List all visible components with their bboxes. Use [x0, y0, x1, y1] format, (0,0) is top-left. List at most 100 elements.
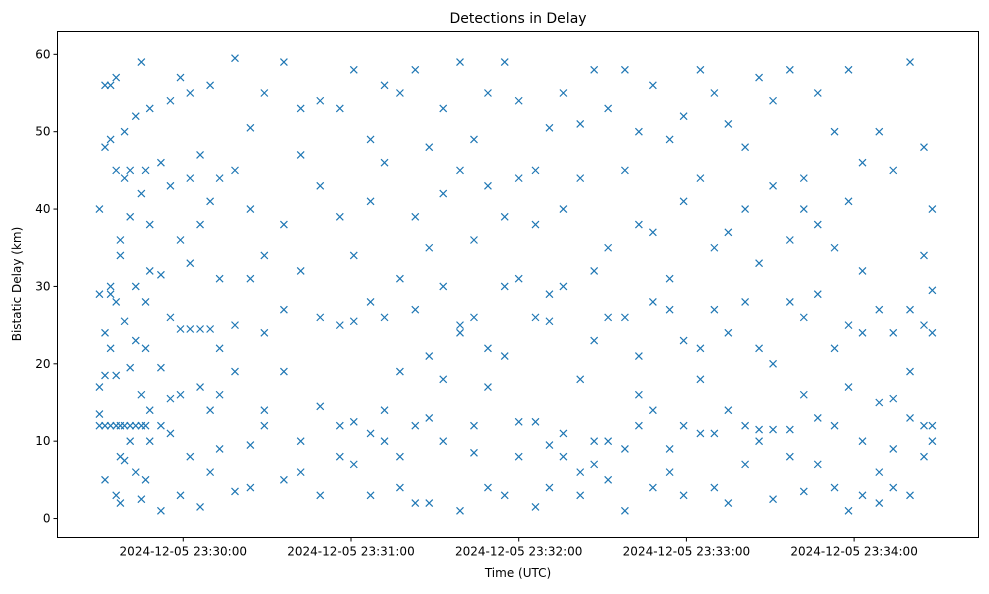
- data-point: [755, 73, 764, 82]
- data-point: [246, 123, 255, 132]
- data-point: [411, 421, 420, 430]
- data-point: [380, 81, 389, 90]
- data-point: [648, 228, 657, 237]
- data-point: [366, 491, 375, 500]
- data-point: [145, 437, 154, 446]
- data-point: [231, 367, 239, 376]
- data-point: [231, 54, 239, 63]
- data-point: [928, 205, 937, 213]
- data-point: [889, 483, 898, 492]
- data-point: [176, 325, 185, 333]
- data-point: [349, 417, 358, 426]
- data-point: [439, 104, 448, 113]
- data-point: [785, 452, 794, 461]
- data-point: [215, 174, 224, 183]
- data-point: [166, 313, 175, 322]
- data-point: [559, 282, 568, 291]
- data-point: [176, 236, 185, 244]
- data-point: [425, 143, 434, 152]
- data-point: [696, 344, 705, 353]
- data-point: [514, 452, 523, 461]
- data-point: [196, 220, 204, 229]
- data-point: [196, 503, 204, 511]
- data-point: [95, 410, 104, 419]
- data-point: [531, 220, 540, 229]
- data-point: [349, 65, 358, 74]
- data-point: [799, 313, 808, 322]
- data-point: [206, 325, 215, 333]
- data-point: [215, 390, 224, 399]
- data-point: [260, 89, 269, 97]
- data-point: [141, 421, 150, 430]
- data-point: [785, 65, 794, 74]
- data-point: [456, 321, 464, 330]
- data-point: [380, 437, 389, 446]
- data-point: [131, 468, 140, 477]
- data-point: [648, 297, 657, 306]
- data-point: [755, 344, 764, 353]
- data-point: [206, 406, 215, 415]
- data-point: [634, 352, 643, 360]
- data-point: [131, 421, 140, 430]
- data-point: [166, 181, 175, 190]
- data-point: [156, 506, 165, 515]
- data-point: [920, 251, 928, 260]
- data-point: [215, 344, 224, 353]
- y-tick-label: 60: [35, 47, 50, 61]
- data-point: [470, 313, 478, 322]
- data-point: [500, 212, 509, 221]
- data-point: [279, 220, 288, 229]
- data-point: [769, 425, 777, 434]
- data-point: [95, 421, 104, 430]
- x-axis-ticks: 2024-12-05 23:30:00 2024-12-05 23:31:00 20…: [120, 537, 918, 559]
- data-point: [928, 328, 937, 337]
- data-point: [531, 313, 540, 322]
- data-point: [710, 429, 719, 438]
- data-point: [755, 437, 764, 446]
- data-point: [665, 305, 674, 314]
- data-point: [500, 58, 509, 66]
- data-point: [349, 317, 358, 326]
- data-point: [439, 375, 448, 384]
- data-point: [696, 375, 705, 384]
- data-point: [710, 305, 719, 314]
- data-point: [590, 267, 599, 275]
- data-point: [395, 452, 404, 461]
- data-point: [246, 274, 255, 283]
- data-point: [665, 468, 674, 477]
- data-point: [120, 456, 129, 465]
- data-point: [906, 305, 914, 314]
- data-point: [116, 236, 125, 244]
- data-point: [785, 236, 794, 244]
- data-point: [484, 383, 492, 391]
- data-point: [514, 96, 523, 105]
- data-point: [928, 421, 937, 430]
- data-point: [95, 205, 104, 213]
- data-point: [741, 297, 750, 306]
- data-point: [137, 189, 146, 198]
- data-point: [366, 429, 375, 438]
- data-point: [120, 421, 129, 430]
- data-point: [648, 81, 657, 90]
- data-point: [724, 499, 733, 507]
- data-point: [156, 158, 165, 167]
- data-point: [141, 166, 150, 175]
- data-point: [710, 89, 719, 97]
- data-point: [186, 325, 195, 333]
- data-point: [145, 267, 154, 275]
- y-tick-label: 10: [35, 434, 50, 448]
- x-tick-label: 2024-12-05 23:30:00: [120, 545, 247, 559]
- data-point: [785, 297, 794, 306]
- data-point: [366, 197, 375, 206]
- data-point: [231, 321, 239, 330]
- data-point: [470, 421, 478, 430]
- data-point: [620, 506, 629, 515]
- data-point: [590, 460, 599, 469]
- data-point: [112, 73, 121, 82]
- data-point: [889, 166, 898, 175]
- data-point: [470, 236, 478, 244]
- data-point: [531, 503, 540, 511]
- data-point: [576, 468, 585, 477]
- data-point: [531, 166, 540, 175]
